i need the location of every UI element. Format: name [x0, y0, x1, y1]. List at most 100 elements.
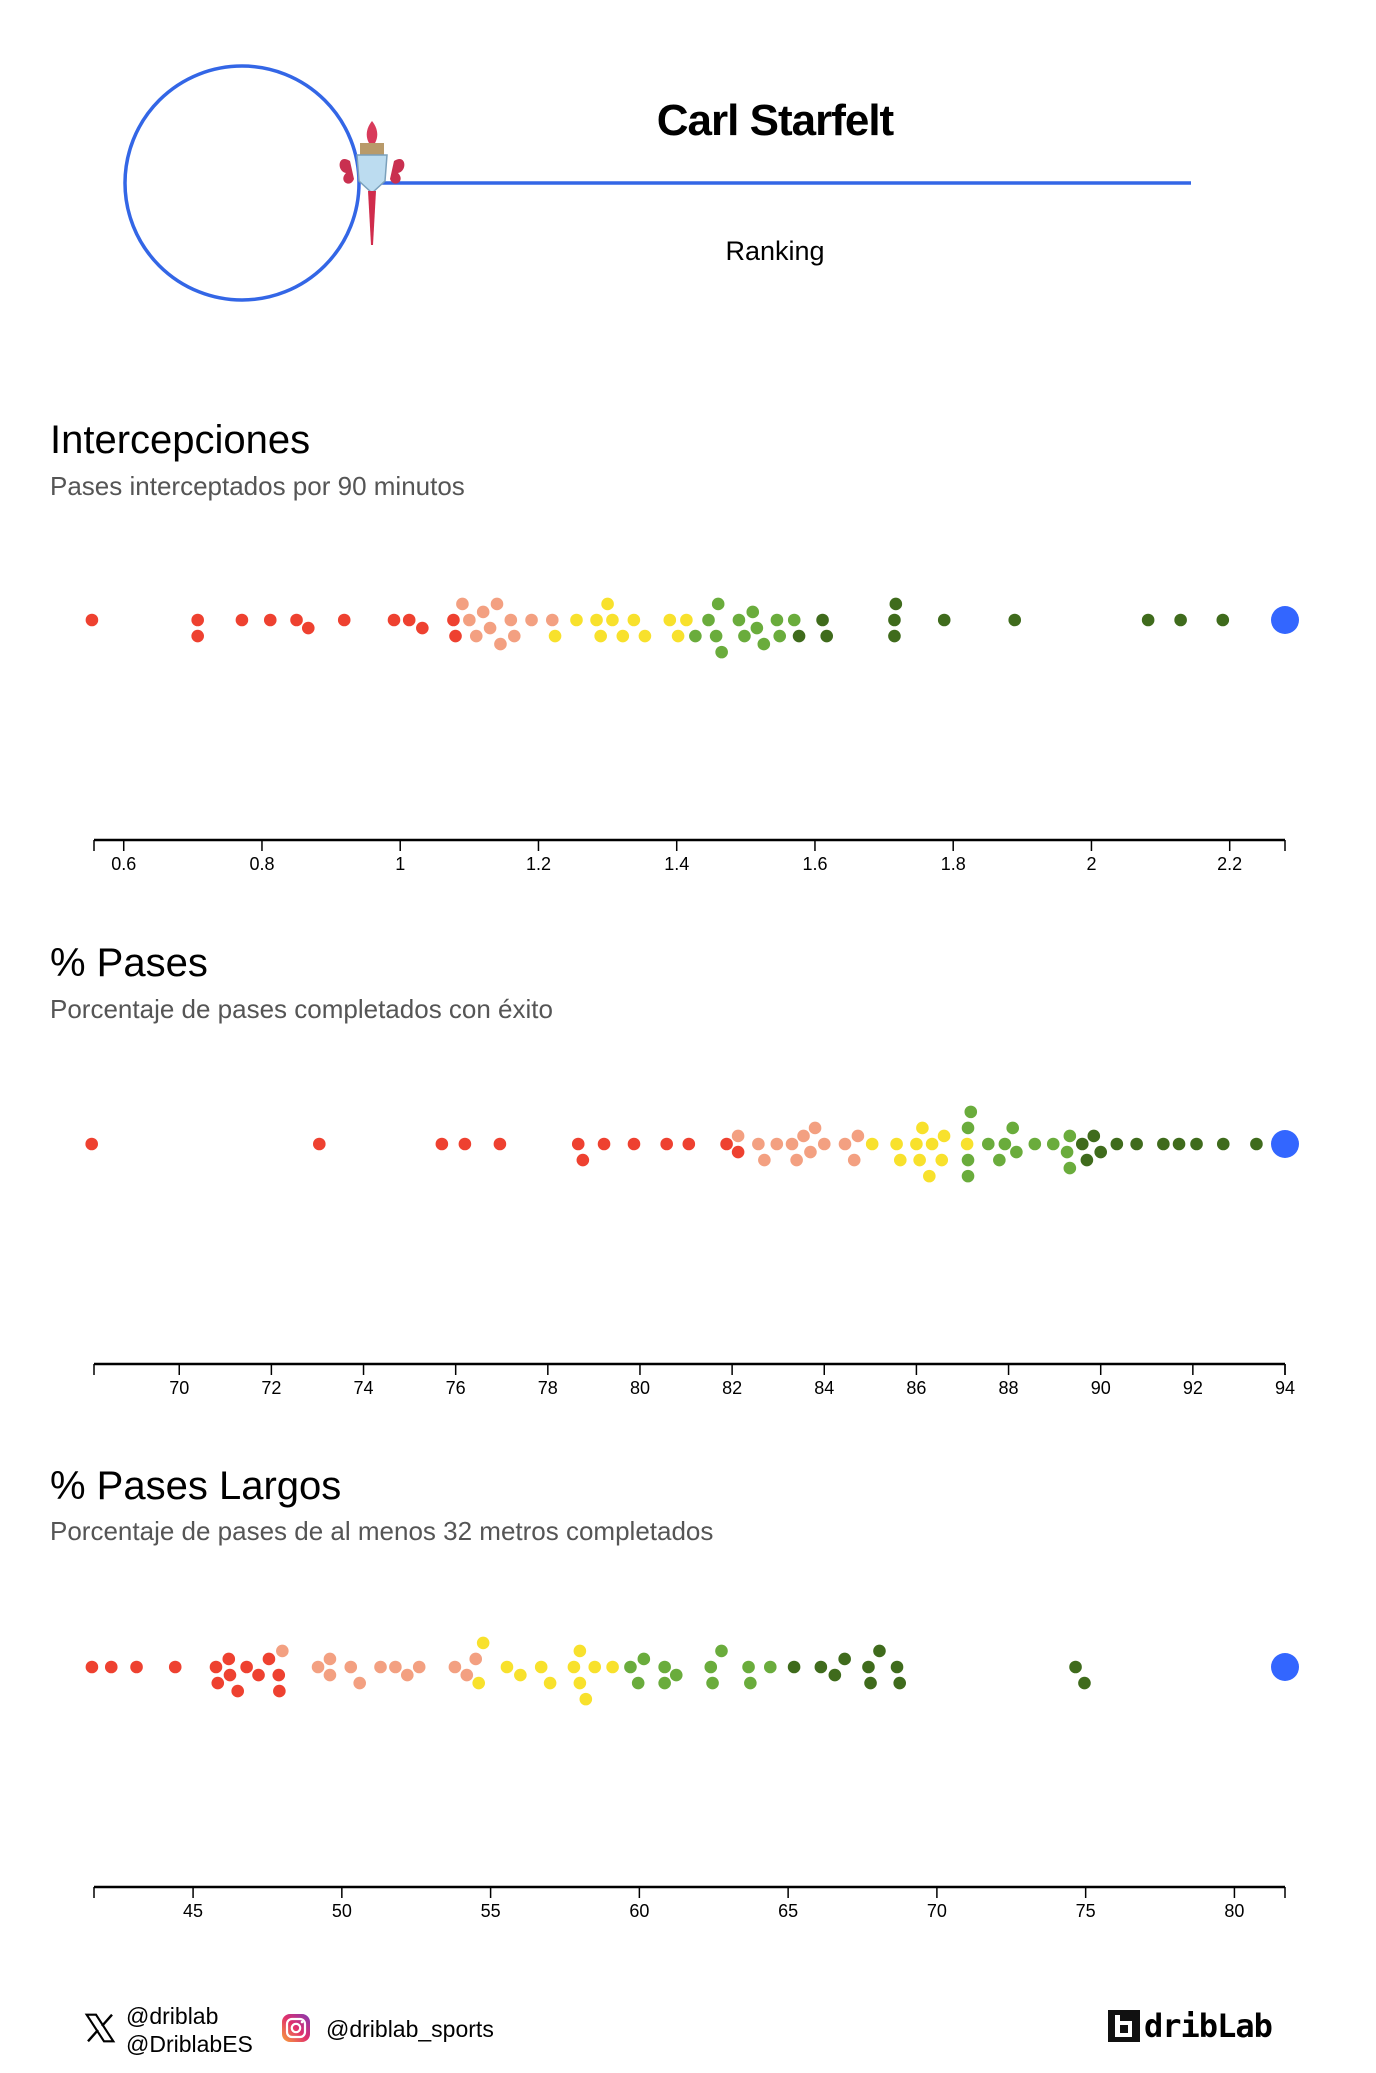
data-point	[819, 628, 835, 644]
data-point	[769, 1136, 785, 1152]
data-point	[310, 1659, 326, 1675]
data-point	[1079, 1152, 1095, 1168]
data-point	[524, 612, 539, 628]
data-point	[637, 628, 653, 644]
data-point	[322, 1667, 338, 1683]
data-point	[889, 1659, 905, 1675]
data-point	[980, 1136, 996, 1152]
data-point	[786, 1659, 802, 1675]
section-title-intercepciones: Intercepciones	[50, 418, 311, 462]
data-point	[566, 1659, 582, 1675]
data-point	[772, 628, 788, 644]
data-point	[1173, 612, 1188, 628]
data-point	[743, 1675, 758, 1691]
data-point	[275, 1643, 290, 1659]
section-subtitle-pases: Porcentaje de pases completados con éxit…	[50, 994, 553, 1024]
data-point	[462, 612, 477, 628]
x-tick-label: 1.8	[941, 854, 966, 874]
data-point	[587, 1659, 603, 1675]
data-point	[239, 1659, 254, 1675]
x-tick-label: 86	[906, 1378, 926, 1398]
data-point	[701, 612, 716, 628]
x-tick-label: 70	[169, 1378, 189, 1398]
data-point	[960, 1120, 976, 1136]
data-point	[679, 612, 694, 628]
data-point	[714, 644, 729, 660]
data-point	[544, 612, 560, 628]
data-point	[1062, 1160, 1078, 1176]
data-point	[936, 1128, 952, 1144]
data-point	[489, 596, 505, 612]
data-point	[448, 628, 463, 644]
x-tick-label: 76	[446, 1378, 466, 1398]
data-point	[190, 628, 205, 644]
data-point	[741, 1659, 756, 1675]
x-handle-driblab[interactable]: @driblab	[126, 2003, 219, 2029]
data-point	[710, 596, 726, 612]
data-point	[499, 1659, 515, 1675]
data-point	[1074, 1136, 1090, 1152]
data-point	[719, 1136, 734, 1152]
data-point	[703, 1659, 719, 1675]
x-tick-label: 94	[1275, 1378, 1295, 1398]
data-point	[234, 612, 250, 628]
data-point	[1189, 1136, 1204, 1152]
player-name: Carl Starfelt	[656, 96, 894, 145]
data-point	[1059, 1144, 1075, 1160]
instagram-icon[interactable]	[281, 2013, 311, 2043]
data-point	[922, 1168, 937, 1184]
data-point	[864, 1136, 880, 1152]
data-point	[262, 612, 278, 628]
data-point	[129, 1659, 144, 1675]
x-tick-label: 84	[814, 1378, 834, 1398]
data-point	[1249, 1136, 1264, 1152]
data-point	[887, 628, 902, 644]
data-point	[503, 612, 519, 628]
data-point	[605, 1659, 620, 1675]
data-point	[1129, 1136, 1144, 1152]
data-point	[960, 1152, 976, 1168]
swarm-chart-intercepciones: 0.6 0.8 1 1.2 1.4 1.6 1.8 2 2.2	[84, 596, 1299, 874]
data-point	[730, 1128, 746, 1144]
x-tick-label: 55	[481, 1901, 501, 1921]
x-tick-label: 80	[1224, 1901, 1244, 1921]
data-point	[1007, 612, 1023, 628]
data-point	[605, 612, 620, 628]
x-tick-label: 74	[354, 1378, 374, 1398]
data-point	[493, 636, 508, 652]
player-data-point	[1271, 606, 1299, 634]
data-point	[482, 620, 498, 636]
data-point	[714, 1643, 729, 1659]
data-point	[863, 1675, 878, 1691]
x-handle-driblabes[interactable]: @DriblabES	[126, 2031, 253, 2057]
x-tick-label: 0.8	[249, 854, 274, 874]
x-tick-label: 1.2	[526, 854, 551, 874]
data-point	[662, 612, 678, 628]
x-tick-label: 90	[1091, 1378, 1111, 1398]
x-twitter-icon[interactable]	[84, 2012, 116, 2044]
data-point	[446, 612, 461, 628]
data-point	[593, 628, 608, 644]
data-point	[936, 612, 952, 628]
data-point	[668, 1667, 684, 1683]
data-point	[475, 604, 491, 620]
data-point	[542, 1675, 558, 1691]
data-point	[892, 1152, 908, 1168]
data-point	[513, 1667, 528, 1683]
data-point	[208, 1659, 224, 1675]
x-tick-label: 2.2	[1217, 854, 1242, 874]
data-point	[411, 1659, 427, 1675]
header-graphic	[123, 64, 1191, 302]
data-point	[167, 1659, 183, 1675]
data-point	[468, 1651, 484, 1667]
data-point	[455, 596, 470, 612]
data-point	[827, 1667, 843, 1683]
data-point	[731, 612, 747, 628]
data-point	[889, 1136, 904, 1152]
data-point	[705, 1675, 720, 1691]
x-tick-label: 1.6	[802, 854, 827, 874]
data-point	[630, 1675, 646, 1691]
instagram-handle[interactable]: @driblab_sports	[326, 2016, 494, 2042]
data-point	[596, 1136, 612, 1152]
data-point	[399, 1667, 415, 1683]
